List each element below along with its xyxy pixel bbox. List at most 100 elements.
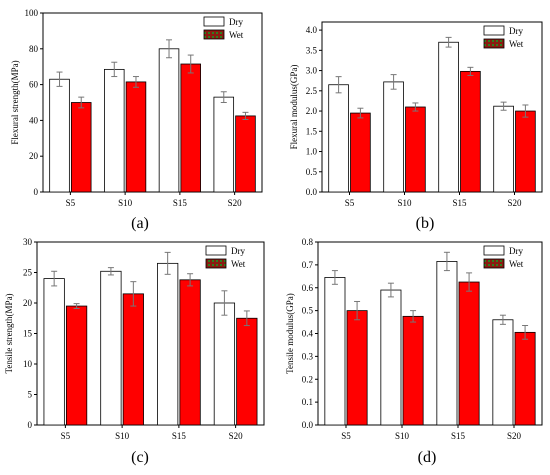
y-tick-label: 0.5 xyxy=(306,167,318,177)
y-tick-label: 15 xyxy=(23,329,33,339)
wet-legend-label: Wet xyxy=(509,39,524,49)
dry-legend-swatch xyxy=(483,245,505,256)
y-tick-label: 25 xyxy=(23,268,33,278)
plot-frame xyxy=(42,12,263,193)
y-tick-label: 2.5 xyxy=(306,86,318,96)
wet-bar-s15 xyxy=(458,281,480,426)
x-tick-label: S15 xyxy=(452,198,467,208)
dry-bar-s15 xyxy=(438,41,459,193)
wet-bar-s15 xyxy=(180,63,201,193)
dry-bar-s20 xyxy=(213,96,235,193)
y-tick-label: 1.5 xyxy=(306,126,318,136)
dry-legend-label: Dry xyxy=(509,26,523,36)
y-axis-title: Tensile strength(MPa) xyxy=(4,293,14,373)
wet-legend-swatch xyxy=(205,258,227,269)
panel-d: 0.0 0.1 0.2 0.3 0.4 0.5 0.6 0.7 0.8 Tensile modul… xyxy=(285,237,543,441)
y-tick-label: 60 xyxy=(29,80,39,90)
x-tick-label: S15 xyxy=(172,431,187,441)
panel-b: 0.0 0.5 1.0 1.5 2.0 2.5 3.0 3.5 4.0 Flexural modu… xyxy=(289,21,543,208)
y-axis-title: Tensile modulus(GPa) xyxy=(285,293,295,374)
y-tick-label: 10 xyxy=(23,359,33,369)
x-tick-label: S10 xyxy=(115,431,130,441)
dry-bar-s10 xyxy=(380,289,402,426)
dry-bar-s5 xyxy=(324,277,346,426)
dry-legend-label: Dry xyxy=(229,17,243,27)
dry-bar-s10 xyxy=(100,270,122,426)
dry-legend-swatch xyxy=(203,16,225,27)
dry-bar-s15 xyxy=(158,48,180,193)
panel-c: 0 5 10 15 20 25 30 Tensile strength(MPa) S5 S10 S1… xyxy=(4,237,265,441)
dry-bar-s20 xyxy=(492,319,514,426)
panel-label-c: (c) xyxy=(131,449,149,466)
dry-bar-s20 xyxy=(493,105,514,193)
dry-bar-s5 xyxy=(43,278,65,426)
dry-bar-s15 xyxy=(157,262,179,426)
wet-bar-s15 xyxy=(460,70,481,193)
panel-label-d: (d) xyxy=(418,449,437,466)
y-tick-label: 0.8 xyxy=(302,237,314,247)
wet-bar-s15 xyxy=(179,279,201,426)
wet-legend-swatch xyxy=(483,258,505,269)
plot-frame xyxy=(321,21,543,193)
dry-bar-s5 xyxy=(49,78,70,193)
wet-bar-s20 xyxy=(514,331,536,426)
dry-bar-s10 xyxy=(104,68,125,193)
y-tick-label: 0.0 xyxy=(306,187,318,197)
panel-a: 0 20 40 60 80 100 Flexural strength(MPa) S5 S10 S… xyxy=(10,8,263,208)
wet-bar-s5 xyxy=(70,102,92,193)
dry-bar-s5 xyxy=(328,84,349,193)
y-tick-label: 80 xyxy=(29,44,39,54)
y-tick-label: 3.0 xyxy=(306,66,318,76)
wet-legend-label: Wet xyxy=(509,259,524,269)
x-tick-label: S15 xyxy=(451,431,466,441)
x-tick-label: S5 xyxy=(341,431,351,441)
dry-bar-s15 xyxy=(436,261,458,426)
x-tick-label: S10 xyxy=(395,431,410,441)
dry-bar-s20 xyxy=(213,302,236,426)
dry-legend-label: Dry xyxy=(509,246,523,256)
wet-legend-label: Wet xyxy=(231,259,246,269)
wet-legend-label: Wet xyxy=(229,30,244,40)
y-tick-label: 0 xyxy=(28,420,33,430)
x-tick-label: S5 xyxy=(66,198,76,208)
dry-legend-swatch xyxy=(205,245,227,256)
wet-legend-swatch xyxy=(203,29,225,40)
dry-bar-s10 xyxy=(383,81,404,193)
x-tick-label: S20 xyxy=(228,198,243,208)
y-tick-label: 4.0 xyxy=(306,25,318,35)
dry-legend-swatch xyxy=(483,25,505,36)
panel-label-b: (b) xyxy=(416,215,435,232)
y-tick-label: 0.7 xyxy=(302,260,314,270)
y-axis-title: Flexural modulus(GPa) xyxy=(289,65,299,150)
y-axis-title: Flexural strength(MPa) xyxy=(10,60,20,144)
x-tick-label: S20 xyxy=(507,431,522,441)
wet-legend-swatch xyxy=(483,38,505,49)
y-tick-label: 40 xyxy=(29,115,39,125)
wet-bar-s5 xyxy=(65,305,88,426)
y-tick-label: 20 xyxy=(23,298,33,308)
y-tick-label: 0.6 xyxy=(302,283,314,293)
y-tick-label: 0.3 xyxy=(302,351,314,361)
wet-bar-s20 xyxy=(515,110,536,193)
wet-bar-s10 xyxy=(122,293,144,426)
x-tick-label: S10 xyxy=(397,198,412,208)
wet-bar-s5 xyxy=(350,112,371,193)
x-tick-label: S5 xyxy=(345,198,355,208)
y-tick-label: 0.4 xyxy=(302,329,314,339)
y-tick-label: 0.0 xyxy=(302,420,314,430)
y-tick-label: 0 xyxy=(34,187,39,197)
y-tick-label: 3.5 xyxy=(306,45,318,55)
x-tick-label: S15 xyxy=(173,198,188,208)
dry-legend-label: Dry xyxy=(231,246,245,256)
y-tick-label: 20 xyxy=(29,151,39,161)
wet-bar-s20 xyxy=(235,115,256,193)
wet-bar-s20 xyxy=(236,317,258,426)
y-tick-label: 0.1 xyxy=(302,397,313,407)
wet-bar-s10 xyxy=(402,315,424,426)
y-tick-label: 30 xyxy=(23,237,33,247)
panel-label-a: (a) xyxy=(131,215,149,232)
x-tick-label: S20 xyxy=(229,431,244,441)
y-tick-label: 0.5 xyxy=(302,306,314,316)
y-tick-label: 2.0 xyxy=(306,106,318,116)
y-tick-label: 1.0 xyxy=(306,147,318,157)
